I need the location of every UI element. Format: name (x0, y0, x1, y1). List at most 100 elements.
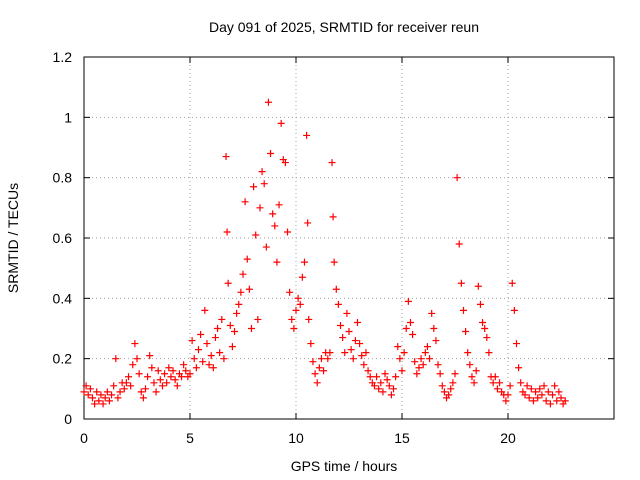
data-point (288, 315, 296, 323)
data-point (413, 370, 421, 378)
data-point (483, 334, 491, 342)
data-point (233, 309, 241, 317)
data-point (163, 379, 171, 387)
x-tick-label: 20 (500, 430, 516, 446)
data-point (97, 391, 105, 399)
data-point (451, 370, 459, 378)
data-point (358, 352, 366, 360)
data-point (292, 306, 300, 314)
data-point (144, 373, 152, 381)
data-point (536, 385, 544, 393)
data-point (529, 397, 537, 405)
data-point (165, 364, 173, 372)
x-tick-label: 10 (288, 430, 304, 446)
data-point (415, 364, 423, 372)
data-point (298, 273, 306, 281)
data-point (470, 379, 478, 387)
data-point (455, 240, 463, 248)
data-point (551, 382, 559, 390)
data-point (485, 349, 493, 357)
data-point (139, 394, 147, 402)
x-tick-label: 0 (80, 430, 88, 446)
data-point (223, 228, 231, 236)
data-point (394, 343, 402, 351)
data-point (523, 382, 531, 390)
data-point (108, 391, 116, 399)
data-point (464, 349, 472, 357)
data-point (188, 337, 196, 345)
data-point (235, 300, 243, 308)
data-point (341, 349, 349, 357)
data-point (426, 355, 434, 363)
data-point (476, 300, 484, 308)
data-points (80, 98, 569, 408)
data-point (445, 391, 453, 399)
data-point (169, 367, 177, 375)
data-point (311, 370, 319, 378)
data-point (521, 391, 529, 399)
data-point (180, 361, 188, 369)
data-point (116, 388, 124, 396)
data-point (137, 388, 145, 396)
data-point (101, 394, 109, 402)
data-point (351, 337, 359, 345)
data-point (385, 382, 393, 390)
data-point (112, 355, 120, 363)
data-point (329, 213, 337, 221)
data-point (256, 204, 264, 212)
data-point (275, 201, 283, 209)
data-point (284, 228, 292, 236)
data-point (300, 258, 308, 266)
data-point (468, 373, 476, 381)
data-point (328, 159, 336, 167)
data-point (332, 285, 340, 293)
data-point (209, 364, 217, 372)
data-point (237, 288, 245, 296)
data-point (307, 340, 315, 348)
data-point (264, 98, 272, 106)
data-point (156, 376, 164, 384)
data-point (432, 337, 440, 345)
data-point (398, 367, 406, 375)
data-point (400, 349, 408, 357)
data-point (440, 388, 448, 396)
data-point (250, 183, 258, 191)
data-point (95, 397, 103, 405)
data-point (387, 391, 395, 399)
data-point (146, 352, 154, 360)
data-point (515, 364, 523, 372)
y-tick-label: 0.4 (53, 290, 73, 306)
data-point (421, 349, 429, 357)
data-point (260, 180, 268, 188)
data-point (91, 400, 99, 408)
data-point (199, 358, 207, 366)
data-point (517, 379, 525, 387)
data-point (309, 358, 317, 366)
y-tick-label: 0.8 (53, 170, 73, 186)
data-point (508, 279, 516, 287)
data-point (472, 367, 480, 375)
data-point (430, 325, 438, 332)
data-point (373, 373, 381, 381)
data-point (392, 373, 400, 381)
data-point (122, 379, 130, 387)
data-point (409, 331, 417, 339)
data-point (262, 243, 270, 251)
data-point (211, 334, 219, 342)
y-tick-labels: 0 0.2 0.4 0.6 0.8 1 1.2 (53, 49, 73, 427)
data-point (158, 382, 166, 390)
data-point (383, 376, 391, 384)
data-point (133, 355, 141, 363)
data-point (277, 119, 285, 127)
data-point (381, 370, 389, 378)
data-point (561, 397, 569, 405)
y-axis-label: SRMTID / TECUs (5, 183, 21, 293)
data-point (512, 340, 520, 348)
data-point (345, 328, 353, 336)
data-point (247, 325, 255, 332)
data-point (218, 315, 226, 323)
data-point (216, 349, 224, 357)
data-point (557, 394, 565, 402)
data-point (152, 388, 160, 396)
